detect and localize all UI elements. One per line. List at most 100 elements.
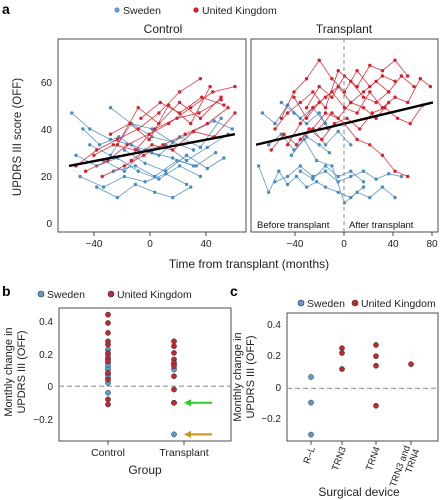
sweden-point: [175, 158, 179, 163]
sweden-point: [143, 161, 147, 165]
uk-point: [330, 77, 334, 81]
uk-patient-line: [293, 78, 431, 120]
sweden-point: [101, 185, 106, 189]
sweden-point: [97, 143, 102, 147]
uk-point: [330, 95, 334, 99]
uk-point: [95, 148, 99, 152]
sweden-point: [95, 185, 99, 189]
uk-patient-line: [131, 112, 236, 161]
uk-point: [129, 158, 133, 163]
panel-a-transplant-plot: [255, 58, 434, 205]
uk-point: [406, 100, 410, 105]
c-ytick: 0.4: [267, 320, 281, 331]
sweden-point: [213, 151, 218, 155]
a-tx-xtick: 0: [341, 239, 347, 250]
sweden-point: [108, 106, 113, 110]
sweden-point: [304, 135, 309, 139]
sweden-patient-line: [96, 183, 191, 199]
legend-c-uk-marker: [351, 299, 359, 307]
panel-a-xlabel: Time from transplant (months): [169, 257, 329, 271]
legend-b-sweden-label: Sweden: [47, 289, 85, 301]
uk-point: [177, 90, 182, 94]
uk-point: [197, 111, 201, 115]
c-xtick-rl: R–L: [302, 445, 318, 465]
uk-point: [358, 127, 362, 131]
sweden-point: [330, 164, 334, 168]
uk-dot: [105, 330, 111, 336]
uk-patient-line: [110, 86, 211, 141]
sweden-point: [327, 151, 331, 155]
sweden-point: [279, 100, 283, 105]
uk-point: [208, 84, 212, 89]
uk-dot: [373, 353, 379, 360]
uk-point: [332, 121, 337, 126]
sweden-dot: [171, 431, 177, 438]
b-ytick: 0.4: [39, 317, 53, 328]
uk-point: [412, 84, 416, 89]
uk-point: [408, 121, 412, 126]
legend-c-sweden-marker: [297, 299, 305, 307]
b-xtick-transplant: Transplant: [159, 447, 208, 459]
uk-point: [219, 95, 223, 99]
a-ytick: 20: [41, 172, 53, 183]
uk-point: [355, 111, 359, 115]
b-ytick: −0.2: [33, 415, 53, 426]
uk-point: [189, 121, 193, 126]
uk-point: [370, 111, 374, 115]
sweden-patient-line: [274, 165, 402, 183]
sweden-point: [256, 164, 261, 168]
sweden-point: [133, 182, 138, 187]
sweden-point: [323, 185, 328, 189]
uk-point: [177, 100, 182, 105]
uk-point: [233, 84, 237, 89]
c-ytick: −0.2: [261, 414, 281, 425]
sweden-point: [260, 111, 265, 115]
legend-b-uk-marker: [107, 290, 115, 298]
sweden-point: [184, 158, 189, 163]
panel-c-ylabel-line1: Monthly change in: [232, 332, 244, 421]
sweden-point: [194, 164, 198, 168]
orange-arrow-head: [184, 430, 191, 438]
uk-point: [387, 100, 391, 105]
sweden-point: [279, 132, 283, 136]
uk-point: [205, 121, 209, 126]
panel-c-ylabel-line2: UPDRS III (OFF): [245, 335, 257, 418]
sweden-point: [267, 143, 271, 147]
panel-a-y-axis: 0 20 40 60: [41, 78, 53, 230]
uk-point: [323, 106, 328, 110]
uk-point: [349, 100, 353, 105]
sweden-point: [298, 169, 302, 173]
sweden-point: [289, 153, 294, 157]
uk-point: [393, 169, 397, 173]
sweden-point: [285, 174, 290, 179]
panel-a-control-title: Control: [144, 22, 183, 36]
uk-point: [304, 77, 309, 81]
sweden-patient-line: [124, 149, 225, 172]
uk-dot: [171, 363, 177, 370]
panel-b-ylabel-line2: UPDRS III (OFF): [16, 330, 28, 413]
uk-point: [269, 148, 273, 152]
sweden-point: [349, 174, 353, 179]
uk-point: [355, 137, 359, 142]
panel-a-letter: a: [2, 1, 10, 17]
a-tx-xtick: 80: [426, 239, 438, 250]
sweden-point: [361, 169, 366, 173]
uk-point: [368, 63, 372, 68]
uk-point: [330, 90, 334, 94]
panel-b-legend: Sweden United Kingdom: [37, 289, 192, 301]
uk-point: [292, 95, 296, 99]
uk-point: [304, 116, 309, 121]
sweden-dot: [308, 431, 314, 438]
uk-point: [136, 106, 140, 110]
a-ctrl-xtick: −40: [86, 239, 103, 250]
panel-c-legend: Sweden United Kingdom: [297, 298, 436, 310]
uk-dot: [105, 341, 111, 348]
uk-dot: [105, 350, 111, 356]
uk-dot: [171, 399, 177, 406]
sweden-point: [133, 164, 138, 168]
panel-b-ylabel-line1: Monthly change in: [3, 327, 15, 416]
uk-point: [342, 106, 347, 110]
uk-dot: [339, 366, 345, 372]
uk-point: [191, 129, 196, 134]
uk-point: [200, 95, 204, 99]
